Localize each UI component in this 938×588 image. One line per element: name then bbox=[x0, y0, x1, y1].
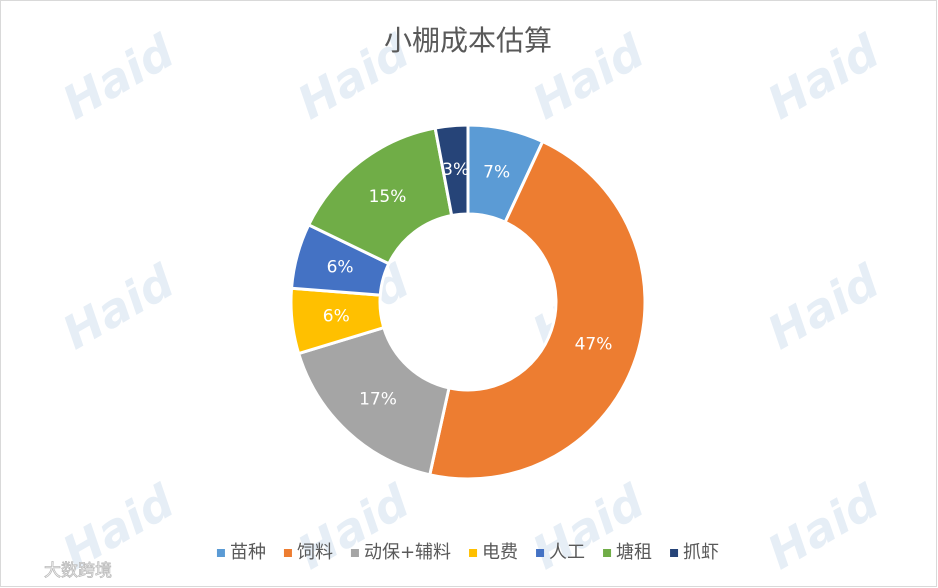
data-label: 17% bbox=[359, 389, 397, 409]
legend-label: 电费 bbox=[482, 542, 518, 563]
legend-label: 饲料 bbox=[297, 542, 333, 563]
donut-segment bbox=[296, 325, 451, 477]
legend-swatch bbox=[350, 549, 359, 557]
legend-label: 动保+辅料 bbox=[364, 542, 451, 563]
data-label: 15% bbox=[369, 187, 407, 207]
chart-title: 小棚成本估算 bbox=[384, 24, 552, 57]
legend: 苗种 饲料 动保+辅料 电费 人工 塘租 抓虾 bbox=[216, 542, 719, 563]
legend-swatch bbox=[670, 549, 679, 557]
legend-label: 塘租 bbox=[616, 542, 652, 563]
data-label: 6% bbox=[323, 306, 350, 326]
legend-swatch bbox=[216, 549, 225, 557]
donut: 7% 47% 17% 6% 6% 15% 3% bbox=[289, 123, 647, 481]
data-label: 3% bbox=[442, 160, 469, 180]
data-label: 7% bbox=[483, 163, 510, 183]
legend-label: 苗种 bbox=[230, 542, 266, 563]
source-mark: 大数跨境 bbox=[44, 561, 112, 581]
legend-swatch bbox=[536, 549, 545, 557]
legend-swatch bbox=[603, 549, 612, 557]
legend-swatch bbox=[469, 549, 478, 557]
legend-label: 人工 bbox=[549, 542, 585, 563]
legend-swatch bbox=[283, 549, 292, 557]
donut-segment bbox=[433, 123, 470, 218]
donut-segment bbox=[427, 139, 647, 481]
data-label: 47% bbox=[575, 335, 613, 355]
legend-label: 抓虾 bbox=[683, 542, 719, 563]
data-label: 6% bbox=[327, 257, 354, 277]
